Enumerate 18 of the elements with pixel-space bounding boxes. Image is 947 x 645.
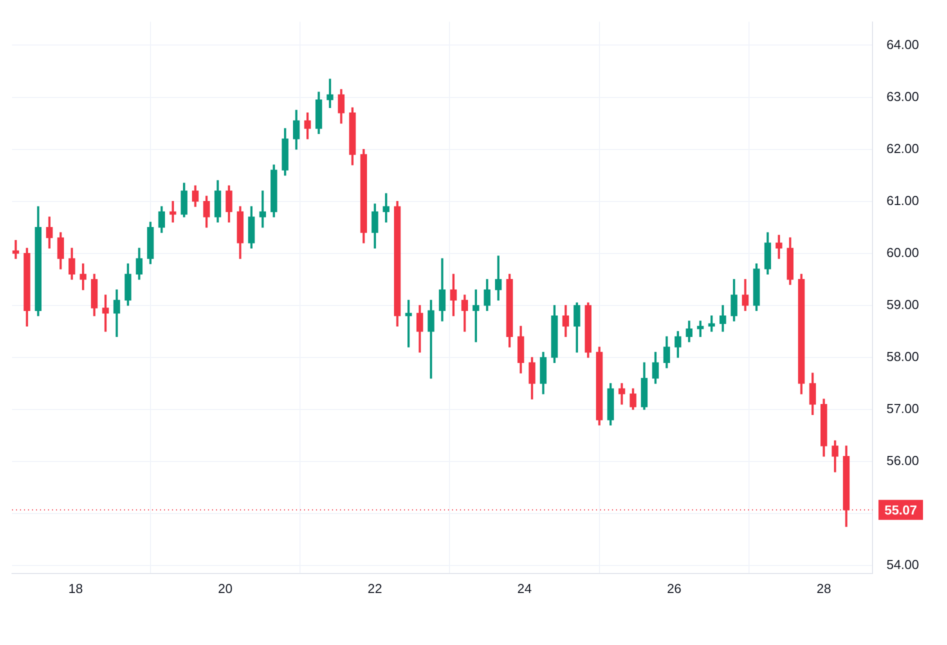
y-tick-label: 56.00	[886, 453, 920, 468]
y-tick-label: 59.00	[886, 296, 920, 312]
x-tick-label: 22	[368, 580, 382, 596]
y-tick-label: 58.00	[886, 349, 920, 364]
x-tick-label: 24	[517, 580, 532, 596]
x-tick-label: 28	[816, 580, 832, 596]
ref-line-label: 55.07	[884, 502, 918, 518]
y-tick-label: 54.00	[886, 557, 920, 572]
y-tick-label: 61.00	[886, 192, 920, 208]
y-tick-label: 60.00	[886, 244, 920, 260]
candlestick	[12, 240, 20, 259]
y-tick-label: 63.00	[886, 88, 920, 104]
y-tick-label: 64.00	[886, 36, 920, 52]
x-tick-label: 26	[666, 580, 682, 596]
x-tick-label: 18	[68, 580, 83, 596]
y-tick-label: 62.00	[886, 140, 920, 156]
y-tick-label: 57.00	[886, 401, 920, 416]
x-tick-label: 20	[218, 580, 232, 596]
